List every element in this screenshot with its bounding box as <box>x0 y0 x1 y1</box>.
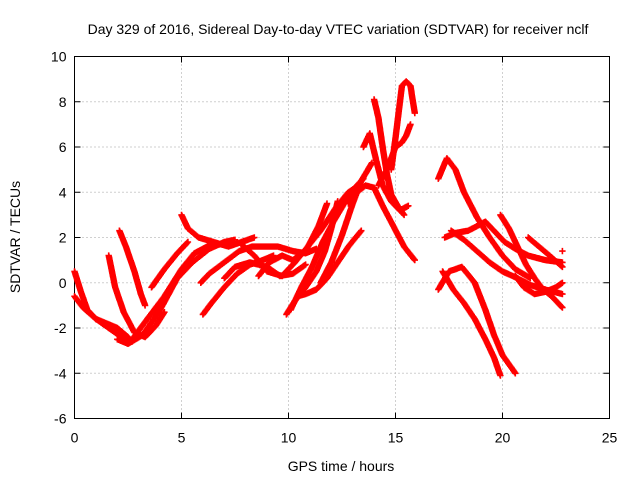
data-mark <box>345 182 418 264</box>
series-arc-v <box>388 78 418 173</box>
data-mark <box>388 78 418 173</box>
series-arc-r <box>345 182 418 264</box>
y-tick-label: 0 <box>59 275 67 291</box>
y-tick-label: -4 <box>54 365 67 381</box>
series-arc-g <box>148 238 192 291</box>
y-tick-label: 2 <box>59 230 67 246</box>
series-arc-h <box>178 211 258 250</box>
series-arc-m <box>255 200 331 280</box>
y-tick-label: 4 <box>59 184 67 200</box>
x-tick-label: 10 <box>281 430 297 446</box>
data-mark <box>439 268 504 379</box>
chart-title: Day 329 of 2016, Sidereal Day-to-day VTE… <box>88 21 589 37</box>
x-tick-label: 0 <box>71 430 79 446</box>
series-arc-e <box>116 227 149 309</box>
series-arc-ae <box>559 247 566 255</box>
y-tick-label: -6 <box>54 411 67 427</box>
data-mark <box>435 155 534 282</box>
series-arc-ad <box>525 234 566 271</box>
data-mark <box>148 238 192 291</box>
y-axis-label: SDTVAR / TECUs <box>7 181 23 293</box>
data-mark <box>71 293 136 345</box>
y-tick-label: 10 <box>51 49 67 65</box>
data-mark <box>255 200 331 280</box>
x-tick-label: 20 <box>495 430 511 446</box>
y-tick-label: 8 <box>59 94 67 110</box>
data-mark <box>525 234 566 271</box>
series-arc-w <box>435 155 534 282</box>
data-mark <box>199 252 277 318</box>
y-tick-label: 6 <box>59 139 67 155</box>
data-points <box>71 78 566 379</box>
axis-ticks: 0 5 10 15 20 25 -6 -4 -2 0 2 4 6 8 10 <box>51 49 618 446</box>
x-tick-label: 15 <box>388 430 404 446</box>
series-arc-j <box>199 252 277 318</box>
data-mark <box>512 272 566 298</box>
y-tick-label: -2 <box>54 320 67 336</box>
x-tick-label: 5 <box>178 430 186 446</box>
series-arc-b <box>71 293 136 345</box>
x-axis-label: GPS time / hours <box>288 458 395 474</box>
data-mark <box>116 227 149 309</box>
series-arc-ac <box>512 272 566 298</box>
data-mark <box>178 211 258 250</box>
x-tick-label: 25 <box>602 430 618 446</box>
data-mark <box>559 247 566 255</box>
series-arc-z <box>439 268 504 379</box>
